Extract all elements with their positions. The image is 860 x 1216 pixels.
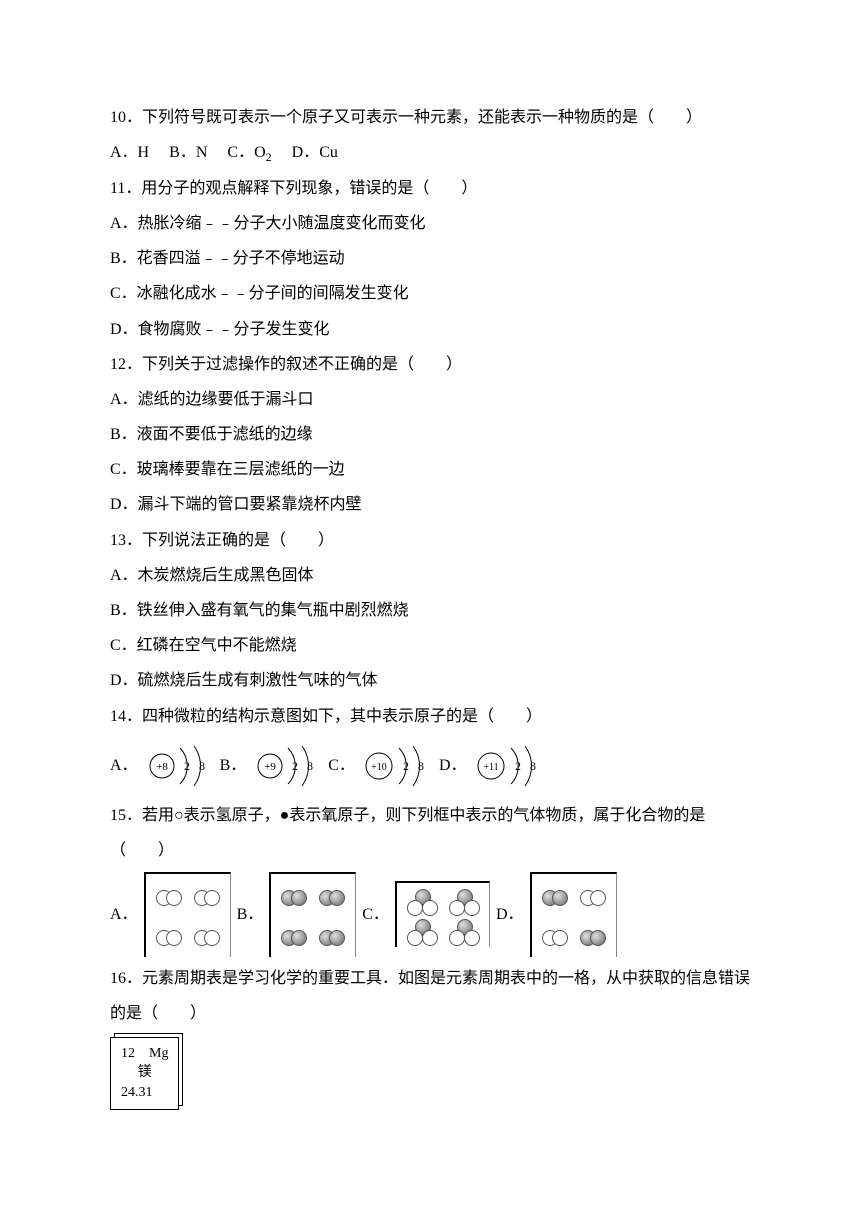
q10-opt-d: D．Cu: [292, 144, 338, 161]
svg-text:8: 8: [199, 759, 205, 773]
svg-text:+11: +11: [483, 762, 498, 773]
svg-text:+9: +9: [264, 761, 276, 773]
svg-text:2: 2: [184, 759, 190, 773]
question-12: 12．下列关于过滤操作的叙述不正确的是（ ） A．滤纸的边缘要低于漏斗口 B．液…: [110, 347, 750, 523]
q10-opt-a: A．H: [110, 144, 149, 161]
q14-label-d: D．: [439, 748, 467, 783]
molecule-box-c: [395, 881, 490, 947]
q13-opt-c: C．红磷在空气中不能燃烧: [110, 628, 750, 663]
svg-text:+10: +10: [371, 762, 387, 773]
question-14: 14．四种微粒的结构示意图如下，其中表示原子的是（ ） A． +8 2 8 B．…: [110, 699, 750, 790]
q14-label-c: C．: [328, 748, 355, 783]
atom-diagram-c: +10 2 8: [361, 742, 435, 790]
q14-label-a: A．: [110, 748, 138, 783]
q10-opt-b: B．N: [169, 144, 207, 161]
atom-diagram-a: +8 2 8: [144, 742, 216, 790]
q12-opt-d: D．漏斗下端的管口要紧靠烧杯内壁: [110, 487, 750, 522]
q11-opt-c: C．冰融化成水﹣﹣分子间的间隔发生变化: [110, 276, 750, 311]
q12-stem: 12．下列关于过滤操作的叙述不正确的是（ ）: [110, 347, 750, 382]
element-mass: 24.31: [121, 1083, 168, 1103]
periodic-table-cell: 12 Mg 镁 24.31: [110, 1037, 179, 1110]
q15-diagrams: A． B． C．: [110, 872, 750, 956]
q11-opt-b: B．花香四溢﹣﹣分子不停地运动: [110, 241, 750, 276]
svg-text:2: 2: [515, 759, 521, 773]
q15-label-d: D．: [496, 897, 524, 932]
q10-opt-c: C．O2: [227, 144, 271, 161]
q13-opt-d: D．硫燃烧后生成有刺激性气味的气体: [110, 663, 750, 698]
q15-stem: 15．若用○表示氢原子，●表示氧原子，则下列框中表示的气体物质，属于化合物的是（…: [110, 798, 750, 868]
q10-options: A．H B．N C．O2 D．Cu: [110, 135, 750, 171]
atom-diagram-d: +11 2 8: [473, 742, 547, 790]
q11-opt-a: A．热胀冷缩﹣﹣分子大小随温度变化而变化: [110, 206, 750, 241]
q11-stem: 11．用分子的观点解释下列现象，错误的是（ ）: [110, 171, 750, 206]
svg-text:+8: +8: [156, 761, 168, 773]
svg-text:2: 2: [403, 759, 409, 773]
q13-opt-a: A．木炭燃烧后生成黑色固体: [110, 558, 750, 593]
q15-label-a: A．: [110, 897, 138, 932]
q15-label-b: B．: [237, 897, 264, 932]
molecule-box-a: [144, 872, 231, 956]
element-name: 镁: [121, 1063, 168, 1083]
svg-text:2: 2: [292, 759, 298, 773]
q14-diagrams: A． +8 2 8 B． +9 2 8 C． +10 2 8 D．: [110, 742, 750, 790]
question-13: 13．下列说法正确的是（ ） A．木炭燃烧后生成黑色固体 B．铁丝伸入盛有氧气的…: [110, 523, 750, 699]
element-number-symbol: 12 Mg: [121, 1044, 168, 1064]
q11-opt-d: D．食物腐败﹣﹣分子发生变化: [110, 312, 750, 347]
question-15: 15．若用○表示氢原子，●表示氧原子，则下列框中表示的气体物质，属于化合物的是（…: [110, 798, 750, 957]
question-16: 16．元素周期表是学习化学的重要工具．如图是元素周期表中的一格，从中获取的信息错…: [110, 961, 750, 1110]
q16-stem: 16．元素周期表是学习化学的重要工具．如图是元素周期表中的一格，从中获取的信息错…: [110, 961, 750, 1031]
molecule-box-b: [269, 872, 356, 956]
molecule-box-d: [530, 872, 617, 956]
q13-opt-b: B．铁丝伸入盛有氧气的集气瓶中剧烈燃烧: [110, 593, 750, 628]
question-10: 10．下列符号既可表示一个原子又可表示一种元素，还能表示一种物质的是（ ） A．…: [110, 100, 750, 171]
q12-opt-b: B．液面不要低于滤纸的边缘: [110, 417, 750, 452]
q13-stem: 13．下列说法正确的是（ ）: [110, 523, 750, 558]
q12-opt-c: C．玻璃棒要靠在三层滤纸的一边: [110, 452, 750, 487]
q14-label-b: B．: [220, 748, 247, 783]
q12-opt-a: A．滤纸的边缘要低于漏斗口: [110, 382, 750, 417]
atom-diagram-b: +9 2 8: [252, 742, 324, 790]
svg-text:8: 8: [418, 759, 424, 773]
svg-text:8: 8: [307, 759, 313, 773]
q15-label-c: C．: [362, 897, 389, 932]
svg-text:8: 8: [530, 759, 536, 773]
question-11: 11．用分子的观点解释下列现象，错误的是（ ） A．热胀冷缩﹣﹣分子大小随温度变…: [110, 171, 750, 347]
q10-stem: 10．下列符号既可表示一个原子又可表示一种元素，还能表示一种物质的是（ ）: [110, 100, 750, 135]
q14-stem: 14．四种微粒的结构示意图如下，其中表示原子的是（ ）: [110, 699, 750, 734]
